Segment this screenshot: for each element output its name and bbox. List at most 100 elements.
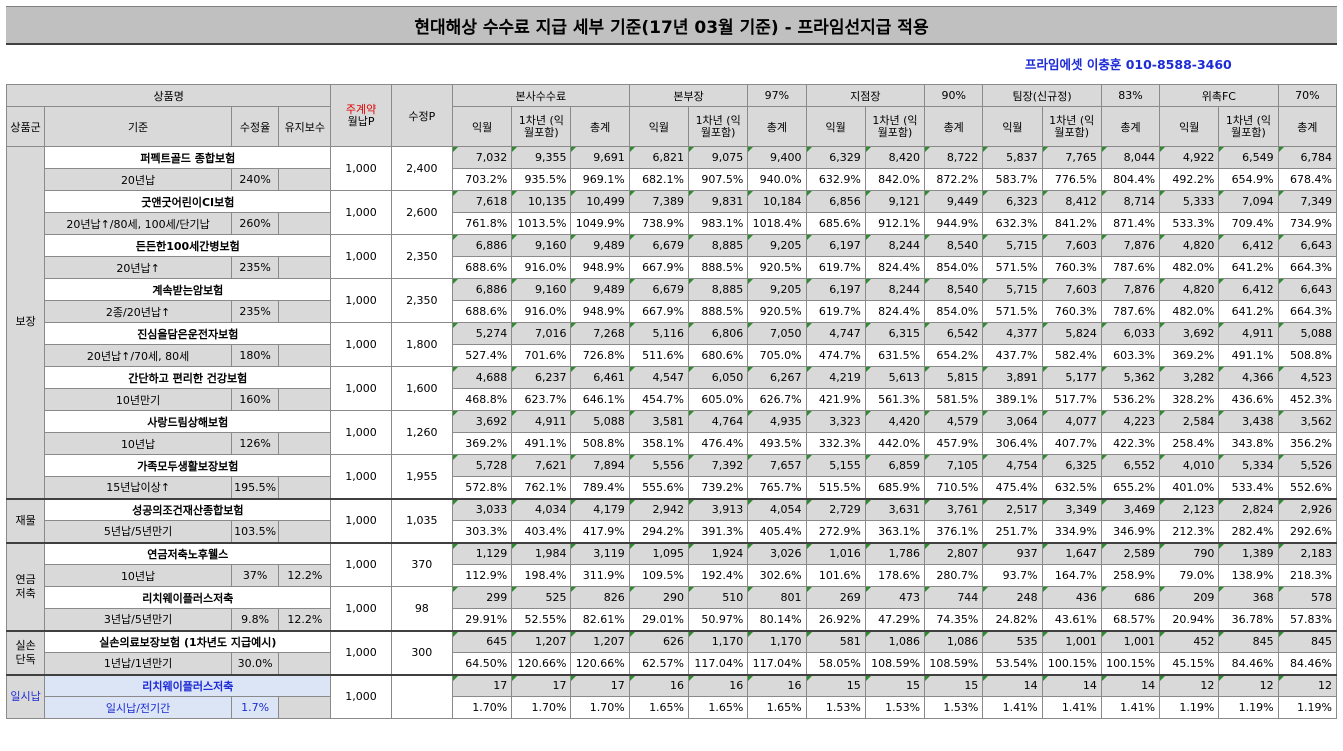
commission-rate: 457.9% xyxy=(924,432,984,455)
commission-amount: 2,123 xyxy=(1159,497,1220,521)
commission-amount: 9,205 xyxy=(747,234,807,257)
header-col-total: 총계 xyxy=(1277,106,1338,147)
commission-amount: 16 xyxy=(688,673,749,697)
commission-amount: 2,926 xyxy=(1277,497,1338,521)
commission-amount: 6,033 xyxy=(1100,322,1161,345)
header-product-group: 상품군 xyxy=(5,106,46,147)
commission-amount: 3,469 xyxy=(1100,497,1161,521)
commission-amount: 3,692 xyxy=(1159,322,1220,345)
product-row-rates: 20년납 240% 703.2% 935.5% 969.1% 682.1% 907.5% 94… xyxy=(7,168,1338,191)
commission-rate: 533.4% xyxy=(1218,476,1279,499)
commission-rate: 258.4% xyxy=(1159,432,1220,455)
commission-rate: 888.5% xyxy=(688,300,749,323)
product-name: 가족모두생활보장보험 xyxy=(44,454,332,477)
commission-amount: 4,077 xyxy=(1041,410,1102,433)
product-row-rates: 5년납/5년만기 103.5% 303.3% 403.4% 417.9% 294.2% 39… xyxy=(7,520,1338,543)
commission-rate: 405.4% xyxy=(747,520,807,543)
monthly-premium: 1,000 xyxy=(330,322,392,367)
commission-amount: 8,244 xyxy=(864,278,926,301)
commission-amount: 5,088 xyxy=(570,410,630,433)
commission-rate: 26.92% xyxy=(805,608,866,631)
commission-rate: 475.4% xyxy=(982,476,1043,499)
commission-rate: 474.7% xyxy=(805,344,866,367)
commission-amount: 14 xyxy=(982,673,1043,697)
commission-amount: 845 xyxy=(1277,629,1338,653)
commission-rate: 619.7% xyxy=(805,256,866,279)
commission-rate: 164.7% xyxy=(1041,564,1102,587)
monthly-premium: 1,000 xyxy=(330,278,392,323)
maintenance-fee xyxy=(278,388,332,411)
commission-rate: 108.59% xyxy=(924,652,984,675)
commission-amount: 1,207 xyxy=(511,629,572,653)
maintenance-fee xyxy=(278,652,332,675)
product-row-rates: 20년납↑/80세, 100세/단기납 260% 761.8% 1013.5% 1049… xyxy=(7,212,1338,235)
commission-amount: 578 xyxy=(1277,586,1338,609)
commission-amount: 6,856 xyxy=(805,190,866,213)
commission-rate: 710.5% xyxy=(924,476,984,499)
commission-rate: 789.4% xyxy=(570,476,630,499)
commission-rate: 401.0% xyxy=(1159,476,1220,499)
header-col-total: 총계 xyxy=(924,106,984,147)
header-hq-director: 본부장 xyxy=(628,84,749,107)
commission-amount: 3,631 xyxy=(864,497,926,521)
commission-rate: 294.2% xyxy=(628,520,690,543)
commission-amount: 9,205 xyxy=(747,278,807,301)
commission-rate: 603.3% xyxy=(1100,344,1161,367)
commission-amount: 5,526 xyxy=(1277,454,1338,477)
product-criteria: 15년납이상↑ xyxy=(44,476,232,499)
commission-rate: 328.2% xyxy=(1159,388,1220,411)
commission-rate: 632.5% xyxy=(1041,476,1102,499)
commission-rate: 29.01% xyxy=(628,608,690,631)
commission-amount: 7,016 xyxy=(511,322,572,345)
product-name: 진심을담은운전자보험 xyxy=(44,322,332,345)
adjustment-rate: 235% xyxy=(230,300,280,323)
adjusted-premium: 370 xyxy=(390,541,453,587)
product-name: 퍼펙트골드 종합보험 xyxy=(44,146,332,169)
commission-rate: 667.9% xyxy=(628,256,690,279)
commission-rate: 422.3% xyxy=(1100,432,1161,455)
commission-rate: 421.9% xyxy=(805,388,866,411)
commission-amount: 8,885 xyxy=(688,278,749,301)
adjusted-premium xyxy=(390,673,453,719)
commission-rate: 468.8% xyxy=(451,388,513,411)
header-col-total: 총계 xyxy=(1100,106,1161,147)
commission-rate: 511.6% xyxy=(628,344,690,367)
commission-amount: 3,761 xyxy=(924,497,984,521)
commission-amount: 4,820 xyxy=(1159,278,1220,301)
commission-amount: 1,001 xyxy=(1041,629,1102,653)
header-col-month: 익월 xyxy=(451,106,513,147)
commission-amount: 5,715 xyxy=(982,234,1043,257)
commission-amount: 6,412 xyxy=(1218,234,1279,257)
commission-rate: 871.4% xyxy=(1100,212,1161,235)
commission-rate: 571.5% xyxy=(982,256,1043,279)
commission-amount: 6,315 xyxy=(864,322,926,345)
commission-amount: 5,728 xyxy=(451,454,513,477)
product-name: 굿앤굿어린이CI보험 xyxy=(44,190,332,213)
adjustment-rate: 195.5% xyxy=(230,476,280,499)
commission-amount: 6,679 xyxy=(628,278,690,301)
commission-rate: 533.3% xyxy=(1159,212,1220,235)
maintenance-fee xyxy=(278,432,332,455)
commission-amount: 3,438 xyxy=(1218,410,1279,433)
header-row-1: 상품명 주계약 월납P 수정P 본사수수료 본부장 97% 지점장 90% 팀장… xyxy=(5,84,1338,147)
commission-amount: 10,135 xyxy=(511,190,572,213)
commission-rate: 765.7% xyxy=(747,476,807,499)
commission-amount: 8,412 xyxy=(1041,190,1102,213)
commission-rate: 178.6% xyxy=(864,564,926,587)
product-row-rates: 10년납 126% 369.2% 491.1% 508.8% 358.1% 476.4% 49… xyxy=(7,432,1338,455)
product-row-amounts: 진심을담은운전자보험 1,000 1,800 5,274 7,016 7,268 5,116… xyxy=(7,322,1338,367)
commission-rate: 572.8% xyxy=(451,476,513,499)
commission-rate: 701.6% xyxy=(511,344,572,367)
commission-amount: 473 xyxy=(864,586,926,609)
commission-rate: 79.0% xyxy=(1159,564,1220,587)
commission-amount: 4,754 xyxy=(982,454,1043,477)
commission-amount: 2,807 xyxy=(924,541,984,565)
commission-amount: 4,366 xyxy=(1218,366,1279,389)
commission-amount: 6,237 xyxy=(511,366,572,389)
commission-amount: 15 xyxy=(805,673,866,697)
commission-rate: 280.7% xyxy=(924,564,984,587)
commission-rate: 138.9% xyxy=(1218,564,1279,587)
commission-rate: 515.5% xyxy=(805,476,866,499)
commission-amount: 16 xyxy=(747,673,807,697)
commission-rate: 508.8% xyxy=(1277,344,1338,367)
